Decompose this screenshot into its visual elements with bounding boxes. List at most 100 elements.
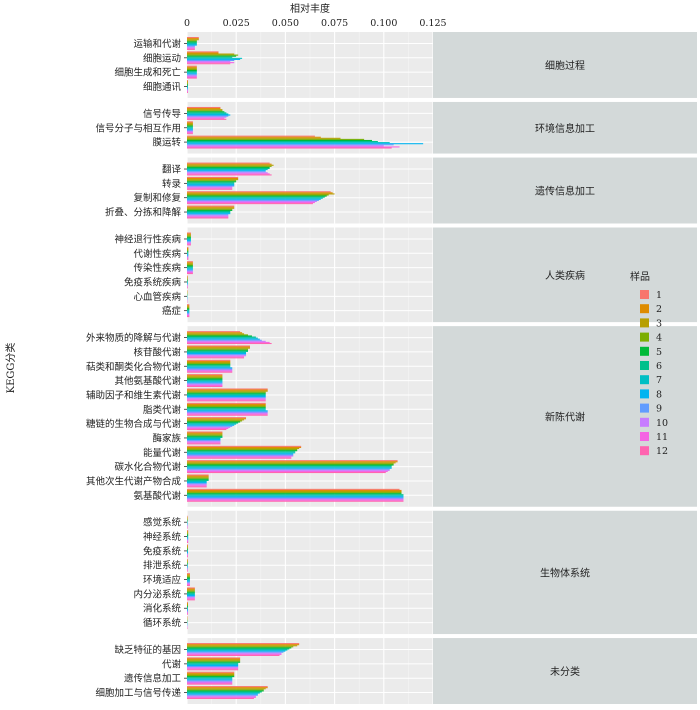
bar (187, 490, 402, 493)
bar (187, 213, 231, 215)
bar (187, 657, 241, 659)
bar (187, 610, 188, 612)
facet-strip-label: 遗传信息加工 (535, 185, 595, 198)
bar (187, 534, 189, 536)
legend-title: 样品 (630, 270, 650, 283)
bar (187, 437, 221, 440)
bar (187, 206, 235, 208)
bar (187, 182, 235, 184)
bar (187, 465, 392, 467)
bar (187, 592, 195, 594)
bar (187, 646, 294, 648)
bar (187, 679, 233, 681)
bar (187, 380, 223, 382)
bar (187, 37, 199, 39)
bar (187, 580, 190, 582)
bar (187, 147, 392, 149)
category-label: 神经系统 (143, 531, 182, 543)
facet-strip (433, 32, 697, 98)
bar (187, 408, 266, 410)
bar (187, 82, 188, 84)
bar (187, 374, 223, 376)
legend-label: 12 (656, 446, 668, 457)
facet-strip-label: 新陈代谢 (545, 410, 585, 423)
legend-label: 11 (656, 432, 668, 443)
category-label: 细胞运动 (143, 52, 181, 64)
bar (187, 171, 266, 173)
bar (187, 241, 191, 243)
category-label: 其他次生代谢产物合成 (86, 475, 182, 487)
bar (187, 645, 298, 647)
bar (187, 418, 247, 420)
bar (187, 686, 268, 688)
panel: 新陈代谢 外来物质的降解与代谢核苷酸代谢萜类和酮类化合物代谢其他氨基酸代谢辅助因子… (86, 326, 697, 507)
bar (187, 56, 233, 58)
bar (187, 463, 394, 465)
bar (187, 145, 384, 147)
bar (187, 577, 190, 579)
bar (187, 667, 239, 669)
bar (187, 613, 188, 615)
bar (187, 188, 233, 190)
legend-label: 10 (656, 418, 668, 429)
category-label: 循环系统 (143, 617, 182, 629)
bar (187, 569, 188, 571)
bar (187, 382, 223, 384)
bar (187, 165, 272, 167)
bar (187, 432, 223, 434)
bar (187, 249, 189, 251)
category-label: 萜类和酮类化合物代谢 (86, 361, 182, 373)
bar (187, 553, 188, 555)
legend-swatch (640, 318, 649, 328)
bar (187, 368, 233, 370)
bar (187, 74, 197, 76)
category-label: 癌症 (162, 305, 182, 317)
bar (187, 72, 197, 74)
bar (187, 130, 193, 133)
bar (187, 697, 254, 699)
bar (187, 283, 188, 285)
bar (187, 257, 189, 259)
bar (187, 276, 188, 278)
bar (187, 388, 268, 390)
bar (187, 536, 189, 538)
bar (187, 240, 191, 242)
bar (187, 88, 188, 90)
bar (187, 549, 188, 551)
bar (187, 200, 317, 202)
bar (187, 69, 197, 72)
bar (187, 51, 219, 53)
facet-strip (433, 326, 697, 507)
bar (187, 423, 237, 425)
bar (187, 285, 188, 287)
bar (187, 81, 188, 83)
bar (187, 607, 188, 609)
bar (187, 499, 404, 501)
bar (187, 345, 250, 347)
bar (187, 599, 195, 601)
bar (187, 265, 193, 267)
bar (187, 397, 266, 399)
bar (187, 146, 400, 148)
bar (187, 558, 188, 560)
bar (187, 692, 260, 694)
bar (187, 570, 188, 572)
category-label: 内分泌系统 (133, 588, 181, 600)
bar (187, 652, 282, 654)
bar (187, 267, 193, 269)
bar (187, 691, 262, 693)
bar (187, 661, 241, 663)
bar (187, 407, 266, 409)
bar (187, 688, 266, 690)
bar (187, 106, 221, 109)
bar (187, 674, 235, 677)
bar (187, 180, 237, 182)
bar (187, 44, 197, 46)
bar (187, 273, 193, 275)
bar (187, 91, 188, 93)
bar (187, 389, 268, 391)
bar (187, 643, 300, 645)
bar (187, 673, 235, 675)
bar (187, 110, 223, 112)
bar (187, 464, 394, 466)
